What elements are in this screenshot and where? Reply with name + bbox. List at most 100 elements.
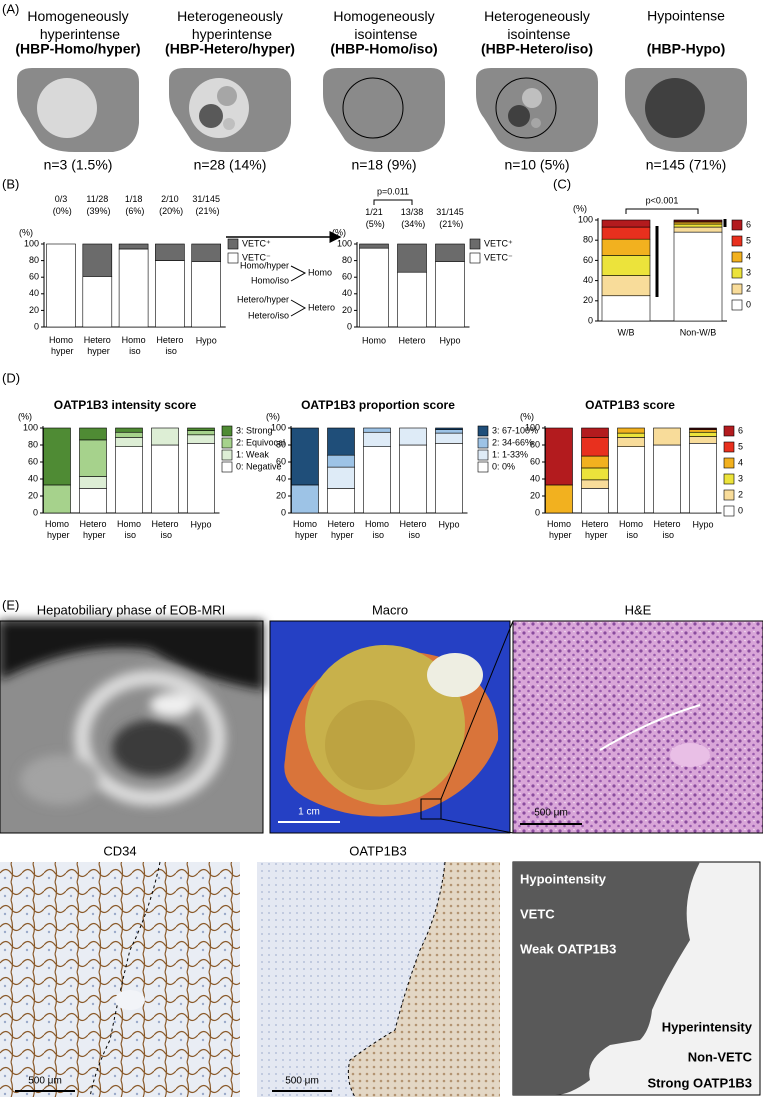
legend-label: 0 <box>738 505 743 515</box>
bar-segment <box>187 434 215 444</box>
bar-segment <box>115 437 143 448</box>
schematic-label: Strong OATP1B3 <box>648 1075 753 1090</box>
legend-swatch <box>477 425 489 437</box>
bar-segment <box>363 431 391 447</box>
bar-segment <box>673 226 723 233</box>
bar-segment <box>291 484 319 514</box>
lesion <box>199 104 223 128</box>
bar-segment <box>191 261 221 328</box>
y-tick-label: 100 <box>24 238 39 248</box>
column-title: Hypointense <box>647 8 725 24</box>
chart-title: OATP1B3 intensity score <box>54 398 197 412</box>
scale-bar-label: 1 cm <box>298 807 320 818</box>
column-n: n=18 (9%) <box>352 157 417 173</box>
y-tick-label: 80 <box>28 439 38 449</box>
legend-label: 2 <box>746 283 751 293</box>
y-tick-label: 20 <box>276 490 286 500</box>
bar-segment <box>399 444 427 514</box>
x-tick-label: Hypo <box>438 519 459 529</box>
top-label: 1/21 (5%) <box>363 207 385 229</box>
bar-segment <box>673 223 723 228</box>
x-tick-label: Hetero <box>398 335 425 345</box>
merge-from: Hetero/iso <box>248 310 289 320</box>
schematic <box>512 861 761 1096</box>
x-tick-label: Hetero hyper <box>581 519 608 540</box>
bar-segment <box>79 488 107 514</box>
y-axis-label: (%) <box>18 411 32 421</box>
top-label: 11/28 (39%) <box>84 194 111 216</box>
bar-segment <box>653 427 681 446</box>
y-tick-label: 40 <box>29 288 39 298</box>
bar-segment <box>601 219 651 228</box>
legend-swatch <box>731 299 743 311</box>
bar-segment <box>435 261 465 328</box>
bar-segment <box>673 231 723 322</box>
column-title: Homogeneously isointense <box>333 8 434 42</box>
p-value: p<0.001 <box>646 195 679 205</box>
merge-to: Homo <box>308 267 332 277</box>
merge-from: Homo/hyper <box>240 260 289 270</box>
x-tick-label: Hetero iso <box>156 335 183 356</box>
bar-segment <box>581 479 609 489</box>
mri-image <box>0 620 264 834</box>
y-tick-label: 60 <box>28 456 38 466</box>
bar-segment <box>581 455 609 469</box>
y-tick-label: 100 <box>23 422 38 432</box>
bar-segment <box>617 446 645 514</box>
bar-segment <box>115 427 143 433</box>
legend-swatch <box>731 267 743 279</box>
legend-label: 1: Weak <box>236 449 269 459</box>
column-abbr: (HBP-Homo/iso) <box>330 41 437 57</box>
liver <box>169 68 291 152</box>
legend-label: 3 <box>746 267 751 277</box>
y-tick-label: 40 <box>28 473 38 483</box>
significance-bracket <box>625 208 699 214</box>
legend-swatch <box>469 238 481 250</box>
y-tick-label: 0 <box>535 507 540 517</box>
x-tick-label: Homo <box>362 335 386 345</box>
bar-segment <box>689 436 717 444</box>
lesion <box>223 118 235 130</box>
legend-swatch <box>477 437 489 449</box>
legend-label: 3: Strong <box>236 425 273 435</box>
lesion <box>495 77 557 139</box>
bar-segment <box>397 271 427 328</box>
legend-swatch <box>221 425 233 437</box>
image-title: Macro <box>372 602 408 617</box>
bar-segment <box>363 446 391 514</box>
bar-segment <box>363 427 391 433</box>
x-tick-label: Homo hyper <box>48 335 73 356</box>
bar-segment <box>435 442 463 514</box>
panel-label: (E) <box>2 597 19 612</box>
y-tick-label: 0 <box>34 321 39 331</box>
x-tick-label: Hypo <box>439 335 460 345</box>
bar-segment <box>617 432 645 438</box>
bar-segment <box>617 427 645 434</box>
x-tick-label: Hetero iso <box>151 519 178 540</box>
bar-segment <box>79 439 107 477</box>
y-tick-label: 40 <box>530 473 540 483</box>
bar-segment <box>673 221 723 225</box>
y-tick-label: 0 <box>281 507 286 517</box>
legend-swatch <box>731 235 743 247</box>
column-title: Heterogeneously hyperintense <box>177 8 283 42</box>
panel-label: (C) <box>553 176 571 191</box>
bar-segment <box>545 427 573 486</box>
y-tick-label: 20 <box>28 490 38 500</box>
legend-swatch <box>469 252 481 264</box>
merge-to: Hetero <box>308 302 335 312</box>
bar-segment <box>435 429 463 434</box>
y-tick-label: 20 <box>342 305 352 315</box>
legend-label: 2: Equivocal <box>236 437 285 447</box>
chart-title: OATP1B3 proportion score <box>301 398 455 412</box>
cd34-image <box>0 861 240 1097</box>
x-tick-label: Non-W/B <box>680 327 717 337</box>
legend-swatch <box>731 283 743 295</box>
y-tick-label: 100 <box>578 214 593 224</box>
legend-label: 4 <box>738 457 743 467</box>
y-tick-label: 80 <box>583 235 593 245</box>
top-label: 31/145 (21%) <box>192 194 220 216</box>
legend-swatch <box>477 449 489 461</box>
column-n: n=28 (14%) <box>194 157 267 173</box>
